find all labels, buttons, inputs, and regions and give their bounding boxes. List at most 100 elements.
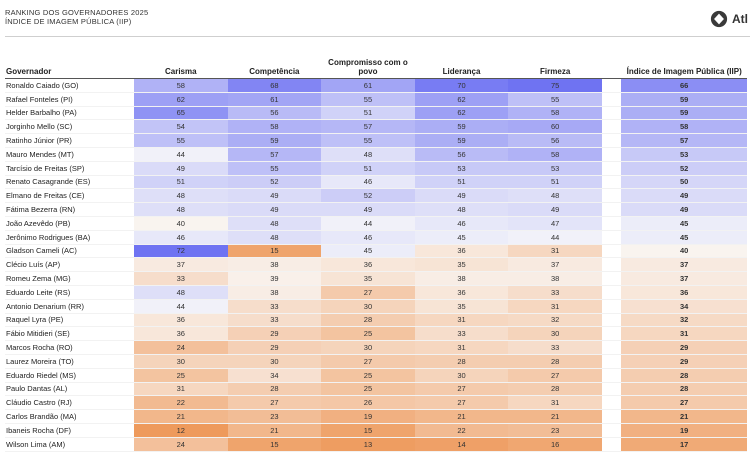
compromisso-value: 55 <box>321 133 415 148</box>
governor-name: Jorginho Mello (SC) <box>5 119 134 135</box>
governor-name: Tarcísio de Freitas (SP) <box>5 161 134 176</box>
lideranca-value: 38 <box>414 271 509 286</box>
firmeza-value: 38 <box>508 271 602 286</box>
governor-name: Eduardo Riedel (MS) <box>5 368 134 383</box>
table-row: Elmano de Freitas (CE) 48 49 52 49 48 49 <box>5 188 747 204</box>
compromisso-value: 25 <box>321 326 415 342</box>
firmeza-value: 21 <box>508 409 602 424</box>
chart-subtitle: ÍNDICE DE IMAGEM PÚBLICA (IIP) <box>5 17 132 26</box>
carisma-value: 30 <box>133 354 228 369</box>
governor-name: Fábio Mitidieri (SE) <box>5 326 134 342</box>
iip-value: 28 <box>621 368 747 383</box>
column-header-governador: Governador <box>5 50 134 79</box>
carisma-value: 51 <box>133 175 228 190</box>
governor-name: Cláudio Castro (RJ) <box>5 395 134 411</box>
carisma-value: 46 <box>133 230 228 245</box>
competencia-value: 34 <box>227 368 322 383</box>
column-spacer <box>601 216 622 231</box>
table-row: Eduardo Leite (RS) 48 38 27 36 33 36 <box>5 285 747 300</box>
lideranca-value: 56 <box>414 147 509 162</box>
carisma-value: 22 <box>133 395 228 411</box>
carisma-value: 58 <box>133 78 228 93</box>
governor-name: Antonio Denarium (RR) <box>5 299 134 314</box>
competencia-value: 56 <box>227 106 322 121</box>
iip-value: 29 <box>621 354 747 369</box>
competencia-value: 38 <box>227 285 322 300</box>
firmeza-value: 37 <box>508 257 602 273</box>
competencia-value: 48 <box>227 216 322 231</box>
column-spacer <box>601 326 622 342</box>
column-spacer <box>601 395 622 411</box>
table-row: Antonio Denarium (RR) 44 33 30 35 31 34 <box>5 299 747 314</box>
competencia-value: 15 <box>227 437 322 452</box>
competencia-value: 52 <box>227 175 322 190</box>
column-spacer <box>601 368 622 383</box>
firmeza-value: 48 <box>508 188 602 204</box>
compromisso-value: 46 <box>321 175 415 190</box>
competencia-value: 38 <box>227 257 322 273</box>
table-body: Ronaldo Caiado (GO) 58 68 61 70 75 66 Rafael Fo… <box>5 78 747 452</box>
column-spacer <box>601 354 622 369</box>
column-spacer <box>601 188 622 204</box>
competencia-value: 49 <box>227 202 322 217</box>
competencia-value: 28 <box>227 382 322 397</box>
lideranca-value: 33 <box>414 326 509 342</box>
table-row: Ronaldo Caiado (GO) 58 68 61 70 75 66 <box>5 78 747 93</box>
carisma-value: 44 <box>133 147 228 162</box>
compromisso-value: 27 <box>321 285 415 300</box>
column-spacer <box>601 299 622 314</box>
firmeza-value: 58 <box>508 106 602 121</box>
governor-name: Gladson Cameli (AC) <box>5 244 134 259</box>
firmeza-value: 55 <box>508 92 602 107</box>
table-row: Paulo Dantas (AL) 31 28 25 27 28 28 <box>5 382 747 397</box>
firmeza-value: 51 <box>508 175 602 190</box>
compromisso-value: 51 <box>321 106 415 121</box>
lideranca-value: 27 <box>414 395 509 411</box>
governor-name: Wilson Lima (AM) <box>5 437 134 452</box>
column-spacer <box>601 119 622 135</box>
compromisso-value: 26 <box>321 395 415 411</box>
ranking-table: Governador Carisma Competência Compromisso … <box>5 50 747 452</box>
column-spacer <box>601 313 622 328</box>
firmeza-value: 31 <box>508 244 602 259</box>
table-row: Carlos Brandão (MA) 21 23 19 21 21 21 <box>5 409 747 424</box>
iip-value: 36 <box>621 285 747 300</box>
iip-value: 53 <box>621 147 747 162</box>
compromisso-value: 49 <box>321 202 415 217</box>
iip-value: 27 <box>621 395 747 411</box>
governor-name: Ratinho Júnior (PR) <box>5 133 134 148</box>
column-spacer <box>601 230 622 245</box>
lideranca-value: 62 <box>414 92 509 107</box>
compromisso-value: 52 <box>321 188 415 204</box>
competencia-value: 58 <box>227 119 322 135</box>
carisma-value: 48 <box>133 285 228 300</box>
column-spacer <box>601 285 622 300</box>
compromisso-value: 19 <box>321 409 415 424</box>
carisma-value: 54 <box>133 119 228 135</box>
iip-value: 66 <box>621 78 747 93</box>
carisma-value: 12 <box>133 423 228 438</box>
firmeza-value: 49 <box>508 202 602 217</box>
governor-name: Jerônimo Rodrigues (BA) <box>5 230 134 245</box>
firmeza-value: 53 <box>508 161 602 176</box>
competencia-value: 15 <box>227 244 322 259</box>
governor-name: Elmano de Freitas (CE) <box>5 188 134 204</box>
iip-value: 17 <box>621 437 747 452</box>
table-row: Jorginho Mello (SC) 54 58 57 59 60 58 <box>5 119 747 135</box>
table-row: Jerônimo Rodrigues (BA) 46 48 46 45 44 45 <box>5 230 747 245</box>
column-header-carisma: Carisma <box>133 50 228 79</box>
carisma-value: 48 <box>133 188 228 204</box>
lideranca-value: 51 <box>414 175 509 190</box>
governor-name: João Azevêdo (PB) <box>5 216 134 231</box>
lideranca-value: 36 <box>414 244 509 259</box>
table-header: Governador Carisma Competência Compromisso … <box>5 50 747 79</box>
compromisso-value: 48 <box>321 147 415 162</box>
lideranca-value: 59 <box>414 119 509 135</box>
competencia-value: 57 <box>227 147 322 162</box>
column-spacer <box>601 257 622 273</box>
column-spacer <box>601 409 622 424</box>
table-row: Fátima Bezerra (RN) 48 49 49 48 49 49 <box>5 202 747 217</box>
compromisso-value: 25 <box>321 382 415 397</box>
table-row: Rafael Fonteles (PI) 62 61 55 62 55 59 <box>5 92 747 107</box>
column-header-lideranca: Liderança <box>414 50 509 79</box>
